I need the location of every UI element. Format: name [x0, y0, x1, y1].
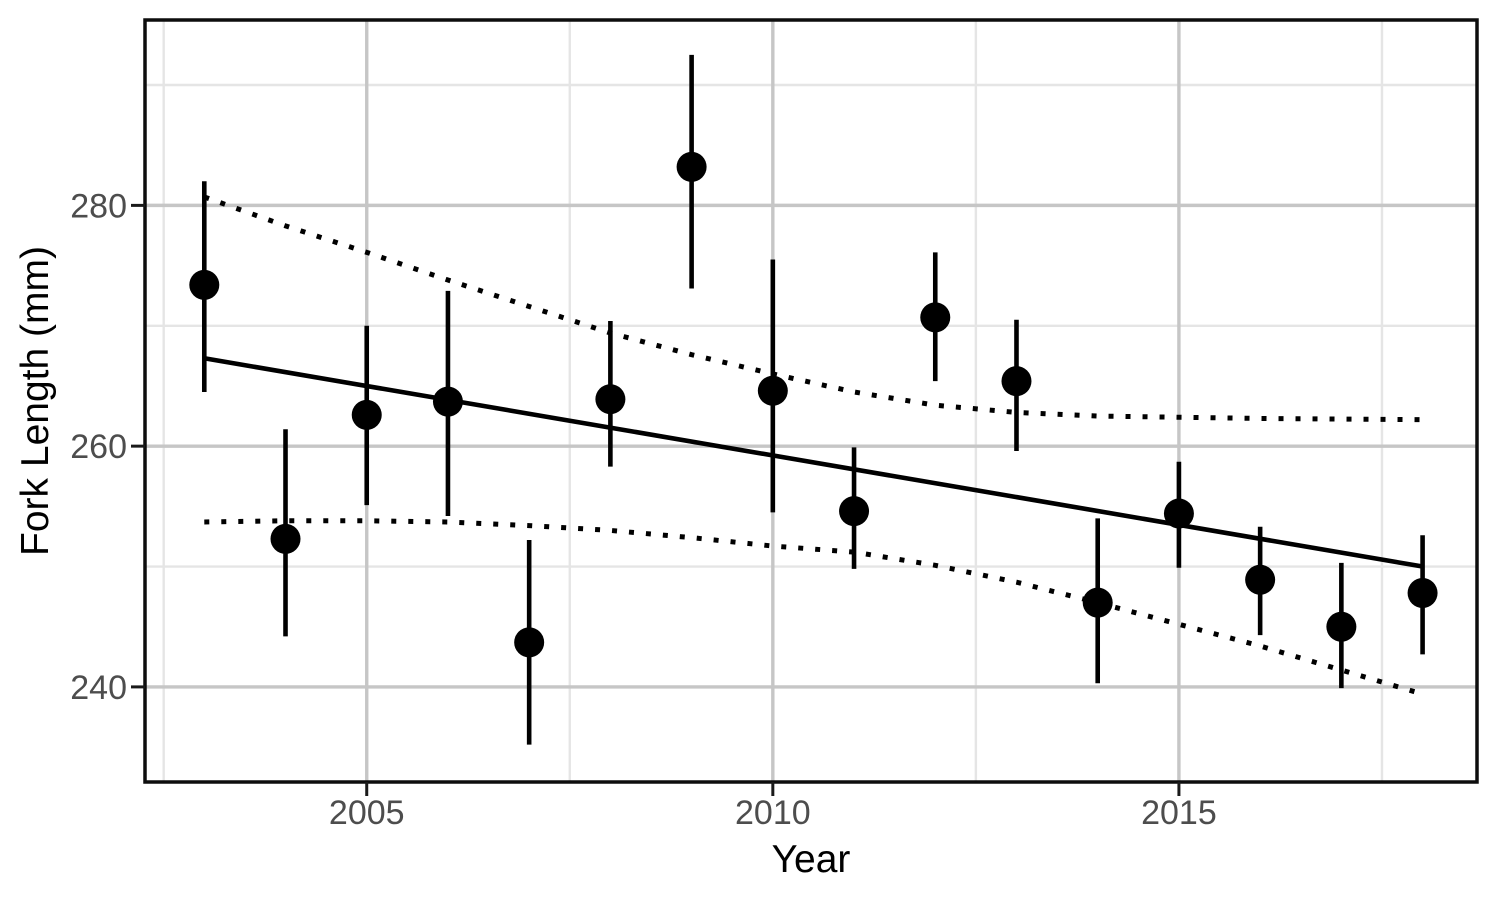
trend-line: [203, 355, 1423, 569]
data-point: [757, 375, 788, 406]
y-tick-label: 240: [70, 669, 127, 707]
data-point: [595, 384, 626, 415]
lower-confidence-dotted-line: [204, 518, 1424, 697]
error-bars-layer: [201, 54, 1425, 745]
x-tick-label: 2015: [1141, 794, 1217, 832]
data-point: [1082, 587, 1113, 618]
data-point: [1326, 611, 1357, 642]
data-point: [839, 496, 870, 527]
data-point: [1001, 366, 1032, 397]
x-axis-tick-labels: 2005 2010 2015: [329, 794, 1217, 832]
x-axis-title: Year: [772, 838, 851, 881]
data-point: [189, 269, 220, 300]
data-point: [351, 399, 382, 430]
data-point: [920, 302, 951, 333]
y-tick-label: 260: [70, 428, 127, 466]
data-point: [270, 523, 301, 554]
trend-line-layer: [203, 355, 1423, 569]
data-point: [514, 627, 545, 658]
data-points-layer: [189, 151, 1438, 658]
upper-confidence-dotted-line: [203, 194, 1423, 423]
data-point: [1245, 564, 1276, 595]
panel-border: [143, 18, 1479, 784]
major-gridlines: [145, 20, 1477, 782]
axis-tick-marks: [131, 203, 1181, 796]
y-tick-label: 280: [70, 187, 127, 225]
data-point: [1407, 578, 1438, 609]
data-point: [676, 151, 707, 182]
data-point: [1163, 498, 1194, 529]
minor-gridlines: [145, 20, 1477, 782]
x-tick-label: 2005: [329, 794, 405, 832]
y-axis-tick-labels: 240 260 280: [70, 187, 127, 707]
x-tick-label: 2010: [735, 794, 811, 832]
data-point: [432, 386, 463, 417]
y-axis-title: Fork Length (mm): [14, 246, 57, 556]
